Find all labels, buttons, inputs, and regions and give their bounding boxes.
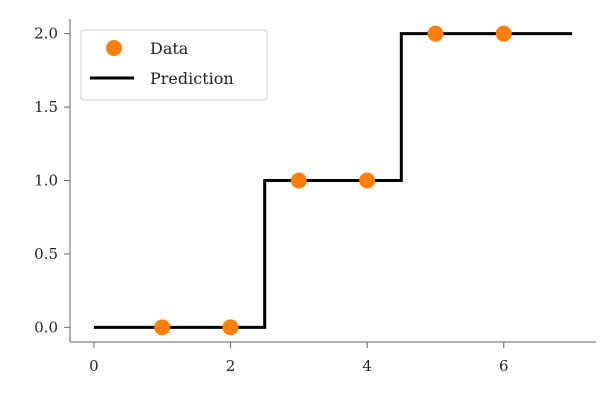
data-point bbox=[427, 25, 444, 42]
plot-area bbox=[93, 25, 573, 336]
x-axis-ticks: 0 2 4 6 bbox=[89, 342, 509, 375]
legend-prediction-label: Prediction bbox=[150, 69, 234, 88]
y-axis-ticks: 0.0 0.5 1.0 1.5 2.0 bbox=[34, 25, 70, 336]
data-point bbox=[495, 25, 512, 42]
y-tick-label: 2.0 bbox=[34, 25, 58, 43]
x-tick-label: 2 bbox=[226, 357, 236, 375]
y-tick-label: 1.5 bbox=[34, 98, 58, 116]
data-point bbox=[222, 319, 239, 336]
y-tick-label: 0.5 bbox=[34, 245, 58, 263]
x-tick-label: 0 bbox=[89, 357, 99, 375]
y-tick-label: 0.0 bbox=[34, 318, 58, 336]
data-point bbox=[290, 172, 307, 189]
legend-data-label: Data bbox=[150, 39, 189, 58]
x-tick-label: 6 bbox=[499, 357, 509, 375]
data-points bbox=[154, 25, 512, 336]
y-tick-label: 1.0 bbox=[34, 172, 58, 190]
legend: Data Prediction bbox=[80, 29, 268, 101]
data-point bbox=[154, 319, 171, 336]
x-tick-label: 4 bbox=[362, 357, 372, 375]
legend-data-marker bbox=[106, 40, 122, 56]
legend-box bbox=[80, 29, 268, 101]
data-point bbox=[359, 172, 376, 189]
